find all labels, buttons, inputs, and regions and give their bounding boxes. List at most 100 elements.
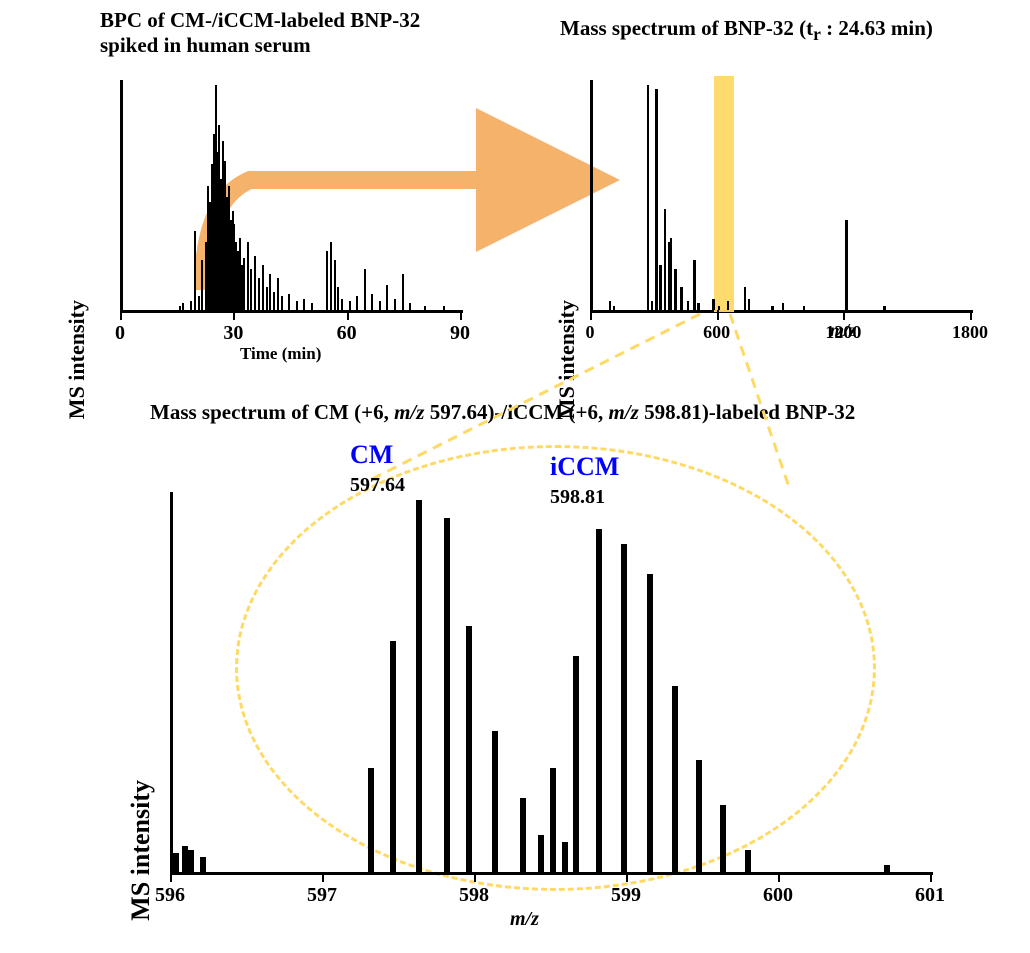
spectrum-peak (659, 265, 662, 310)
spectrum-peak (386, 285, 388, 310)
chart-c-title-pre: Mass spectrum of CM (+6, (150, 400, 394, 424)
spectrum-peak (250, 269, 252, 310)
xtick (474, 872, 476, 882)
spectrum-peak (356, 296, 358, 310)
spectrum-peak (670, 238, 673, 310)
chart-b-title-sub: r (813, 24, 821, 44)
xtick-label: 601 (915, 884, 945, 907)
spectrum-peak (621, 544, 627, 872)
spectrum-peak (672, 686, 678, 872)
spectrum-peak (262, 265, 264, 310)
spectrum-peak (712, 299, 715, 310)
xtick (970, 310, 972, 320)
spectrum-peak (720, 805, 726, 872)
spectrum-peak (693, 260, 696, 310)
spectrum-peak (334, 260, 336, 310)
chart-b-title-tail: : 24.63 min) (821, 16, 933, 40)
spectrum-peak (179, 306, 181, 311)
chart-b-title: Mass spectrum of BNP-32 (tr : 24.63 min) (560, 16, 933, 45)
anno-iccm-name: iCCM (550, 452, 619, 482)
spectrum-peak (371, 294, 373, 310)
spectrum-peak (194, 231, 196, 310)
figure-root: BPC of CM-/iCCM-labeled BNP-32 spiked in… (0, 0, 1030, 953)
xtick-label: 596 (155, 884, 185, 907)
spectrum-peak (258, 278, 260, 310)
chart-c-frame (170, 492, 933, 875)
spectrum-peak (281, 296, 283, 310)
spectrum-peak (402, 274, 404, 310)
spectrum-peak (254, 256, 256, 310)
chart-c-title-mid: 597.64)-/iCCM (+6, (424, 400, 608, 424)
xtick-label: 1800 (952, 322, 988, 343)
spectrum-peak (409, 303, 411, 310)
spectrum-peak (330, 242, 332, 310)
spectrum-peak (243, 258, 245, 310)
spectrum-peak (687, 301, 690, 310)
spectrum-peak (884, 865, 890, 872)
chart-b-title-pre: Mass spectrum of BNP-32 (t (560, 16, 813, 40)
spectrum-peak (745, 850, 751, 872)
chart-b-xlabel: m/z (830, 320, 856, 341)
spectrum-peak (803, 306, 806, 311)
spectrum-peak (727, 301, 730, 310)
spectrum-peak (303, 299, 305, 310)
spectrum-peak (647, 85, 650, 310)
spectrum-peak (424, 306, 426, 311)
spectrum-peak (349, 301, 351, 310)
xtick (778, 872, 780, 882)
spectrum-peak (296, 301, 298, 310)
chart-a-xlabel: Time (min) (240, 344, 321, 364)
spectrum-peak (655, 89, 658, 310)
spectrum-peak (269, 274, 271, 310)
spectrum-peak (273, 292, 275, 310)
chart-b-bars (593, 80, 973, 310)
xtick-label: 30 (223, 322, 243, 345)
xtick-label: 60 (337, 322, 357, 345)
spectrum-peak (326, 251, 328, 310)
spectrum-peak (845, 220, 848, 310)
anno-cm-name: CM (350, 440, 393, 470)
xtick (626, 872, 628, 882)
spectrum-peak (443, 306, 445, 311)
spectrum-peak (190, 301, 192, 310)
chart-c-bars (173, 492, 933, 872)
spectrum-peak (664, 209, 667, 310)
xtick-label: 0 (115, 322, 125, 345)
spectrum-peak (520, 798, 526, 872)
spectrum-peak (247, 242, 249, 310)
spectrum-peak (182, 303, 184, 310)
spectrum-peak (200, 857, 206, 872)
xtick-label: 600 (763, 884, 793, 907)
chart-c-ylabel: MS intensity (126, 780, 156, 921)
spectrum-peak (416, 500, 422, 872)
spectrum-peak (288, 294, 290, 310)
spectrum-peak (444, 518, 450, 872)
chart-c-title-mz1: m/z (394, 400, 424, 424)
chart-c-title: Mass spectrum of CM (+6, m/z 597.64)-/iC… (150, 400, 950, 425)
xtick (322, 872, 324, 882)
xtick-label: 600 (703, 322, 730, 343)
spectrum-peak (492, 731, 498, 873)
xtick (170, 872, 172, 882)
spectrum-peak (674, 269, 677, 310)
spectrum-peak (337, 287, 339, 310)
spectrum-peak (379, 301, 381, 310)
spectrum-peak (609, 301, 612, 310)
spectrum-peak (697, 303, 700, 310)
chart-c-title-post: 598.81)-labeled BNP-32 (639, 400, 855, 424)
spectrum-peak (562, 842, 568, 872)
xtick (590, 310, 592, 320)
spectrum-peak (198, 296, 200, 310)
chart-a-ylabel: MS intensity (64, 300, 90, 419)
spectrum-peak (748, 299, 751, 310)
xtick (843, 310, 845, 320)
chart-c-xlabel: m/z (510, 908, 539, 931)
spectrum-peak (771, 306, 774, 311)
xtick (930, 872, 932, 882)
spectrum-peak (538, 835, 544, 872)
chart-b-frame (590, 80, 973, 313)
chart-a-frame (120, 80, 463, 313)
xtick (120, 310, 122, 320)
xtick (460, 310, 462, 320)
xtick (233, 310, 235, 320)
